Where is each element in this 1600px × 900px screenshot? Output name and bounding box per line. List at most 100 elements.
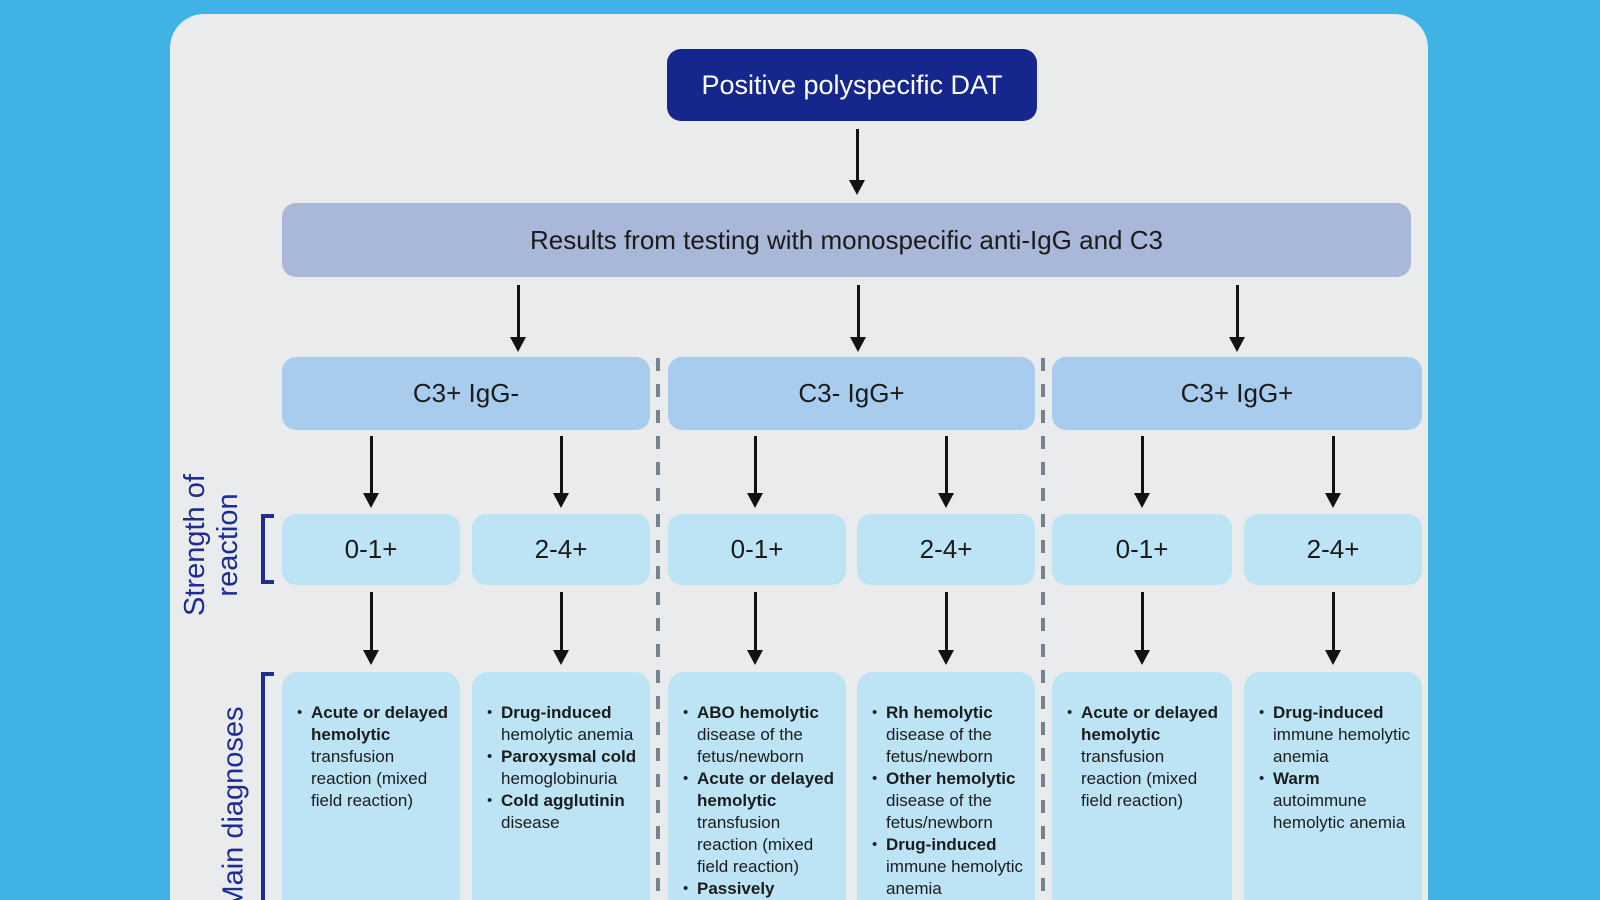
strength-label: 2-4+ xyxy=(1306,534,1360,564)
strength-label: 2-4+ xyxy=(919,534,973,564)
diagnoses-node: Drug-induced hemolytic anemiaParoxysmal … xyxy=(472,672,650,900)
strength-node: 0-1+ xyxy=(668,514,846,585)
diagnoses-axis-text: Main diagnoses xyxy=(217,706,250,900)
category-node-c3neg-iggpos: C3- IgG+ xyxy=(668,357,1035,430)
diagnoses-bracket xyxy=(261,672,274,900)
arrow-head xyxy=(1229,337,1245,352)
diagnoses-list: Acute or delayed hemolytic transfusion r… xyxy=(1065,702,1222,812)
arrow-head xyxy=(938,650,954,665)
strength-axis-line1: Strength of xyxy=(179,474,211,616)
strength-node: 2-4+ xyxy=(857,514,1035,585)
strength-bracket xyxy=(261,514,274,584)
arrow-head xyxy=(1134,493,1150,508)
strength-node: 2-4+ xyxy=(472,514,650,585)
diagnosis-item: Drug-induced immune hemolytic anemia xyxy=(870,834,1025,900)
arrow-down-icon xyxy=(1134,592,1150,665)
diagnoses-list: Acute or delayed hemolytic transfusion r… xyxy=(295,702,450,812)
title-node: Positive polyspecific DAT xyxy=(667,49,1037,121)
arrow-down-icon xyxy=(553,592,569,665)
diagnosis-item: Other hemolytic disease of the fetus/new… xyxy=(870,768,1025,834)
dashed-divider xyxy=(656,358,660,900)
diagnosis-item: Acute or delayed hemolytic transfusion r… xyxy=(681,768,836,878)
diagnoses-node: ABO hemolytic disease of the fetus/newbo… xyxy=(668,672,846,900)
arrow-head xyxy=(1325,650,1341,665)
arrow-down-icon xyxy=(363,436,379,508)
arrow-head xyxy=(849,180,865,195)
arrow-head xyxy=(850,337,866,352)
arrow-shaft xyxy=(369,436,373,493)
arrow-head xyxy=(363,493,379,508)
strength-of-reaction-axis-label: Strength of reaction xyxy=(179,474,245,616)
category-label: C3+ IgG+ xyxy=(1180,378,1294,408)
arrow-shaft xyxy=(1331,592,1335,650)
diagnoses-list: Rh hemolytic disease of the fetus/newbor… xyxy=(870,702,1025,900)
main-diagnoses-axis-label: Main diagnoses xyxy=(218,706,251,900)
diagnoses-list: Drug-induced immune hemolytic anemiaWarm… xyxy=(1257,702,1412,834)
category-label: C3- IgG+ xyxy=(798,378,905,408)
arrow-head xyxy=(510,337,526,352)
arrow-shaft xyxy=(944,436,948,493)
results-node-label: Results from testing with monospecific a… xyxy=(530,224,1163,255)
arrow-shaft xyxy=(753,592,757,650)
arrow-down-icon xyxy=(1134,436,1150,508)
arrow-down-icon xyxy=(1325,592,1341,665)
arrow-head xyxy=(553,650,569,665)
strength-node: 0-1+ xyxy=(282,514,460,585)
diagnoses-list: ABO hemolytic disease of the fetus/newbo… xyxy=(681,702,836,900)
arrow-down-icon xyxy=(850,285,866,352)
category-label: C3+ IgG- xyxy=(412,378,520,408)
strength-label: 0-1+ xyxy=(1115,534,1169,564)
strength-label: 0-1+ xyxy=(344,534,398,564)
arrow-down-icon xyxy=(510,285,526,352)
diagnoses-list: Drug-induced hemolytic anemiaParoxysmal … xyxy=(485,702,640,834)
arrow-shaft xyxy=(516,285,520,337)
arrow-head xyxy=(938,493,954,508)
strength-axis-line2: reaction xyxy=(212,493,244,597)
strength-label: 2-4+ xyxy=(534,534,588,564)
diagnosis-item: Drug-induced immune hemolytic anemia xyxy=(1257,702,1412,768)
arrow-head xyxy=(747,650,763,665)
arrow-shaft xyxy=(944,592,948,650)
arrow-shaft xyxy=(1235,285,1239,337)
diagnosis-item: Passively acquired xyxy=(681,878,836,900)
arrow-shaft xyxy=(559,436,563,493)
arrow-shaft xyxy=(559,592,563,650)
arrow-head xyxy=(1134,650,1150,665)
arrow-head xyxy=(553,493,569,508)
arrow-down-icon xyxy=(849,129,865,195)
arrow-down-icon xyxy=(1325,436,1341,508)
arrow-down-icon xyxy=(938,436,954,508)
diagnoses-node: Acute or delayed hemolytic transfusion r… xyxy=(1052,672,1232,900)
arrow-head xyxy=(747,493,763,508)
diagnoses-node: Rh hemolytic disease of the fetus/newbor… xyxy=(857,672,1035,900)
diagnosis-item: ABO hemolytic disease of the fetus/newbo… xyxy=(681,702,836,768)
diagnosis-item: Drug-induced hemolytic anemia xyxy=(485,702,640,746)
title-node-label: Positive polyspecific DAT xyxy=(701,69,1003,100)
strength-node: 0-1+ xyxy=(1052,514,1232,585)
diagnoses-node: Drug-induced immune hemolytic anemiaWarm… xyxy=(1244,672,1422,900)
arrow-down-icon xyxy=(1229,285,1245,352)
arrow-shaft xyxy=(369,592,373,650)
diagnoses-node: Acute or delayed hemolytic transfusion r… xyxy=(282,672,460,900)
diagnosis-item: Acute or delayed hemolytic transfusion r… xyxy=(1065,702,1222,812)
category-node-c3pos-iggpos: C3+ IgG+ xyxy=(1052,357,1422,430)
arrow-shaft xyxy=(855,129,859,180)
diagnosis-item: Paroxysmal cold hemoglobinuria xyxy=(485,746,640,790)
arrow-down-icon xyxy=(747,592,763,665)
category-node-c3pos-iggneg: C3+ IgG- xyxy=(282,357,650,430)
diagnosis-item: Warm autoimmune hemolytic anemia xyxy=(1257,768,1412,834)
arrow-shaft xyxy=(1331,436,1335,493)
arrow-down-icon xyxy=(363,592,379,665)
arrow-shaft xyxy=(1140,592,1144,650)
diagnosis-item: Rh hemolytic disease of the fetus/newbor… xyxy=(870,702,1025,768)
diagnosis-item: Acute or delayed hemolytic transfusion r… xyxy=(295,702,450,812)
arrow-shaft xyxy=(856,285,860,337)
results-node: Results from testing with monospecific a… xyxy=(282,203,1411,277)
arrow-head xyxy=(363,650,379,665)
arrow-down-icon xyxy=(553,436,569,508)
arrow-down-icon xyxy=(938,592,954,665)
strength-label: 0-1+ xyxy=(730,534,784,564)
dashed-divider xyxy=(1041,358,1045,900)
arrow-shaft xyxy=(753,436,757,493)
arrow-down-icon xyxy=(747,436,763,508)
